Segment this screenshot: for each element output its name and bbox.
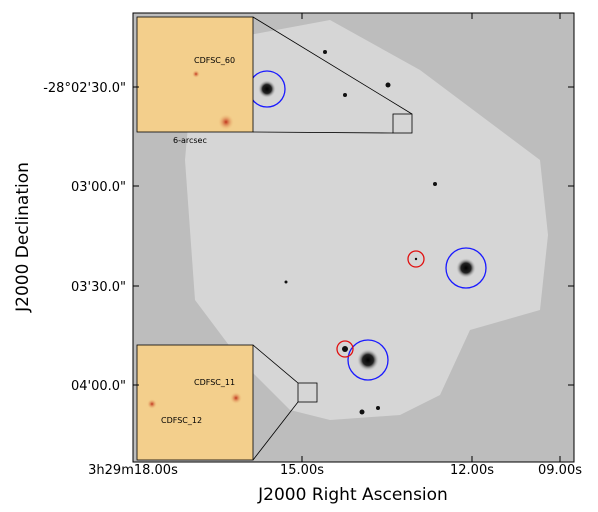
zoom-line xyxy=(252,401,299,461)
zoom-box xyxy=(392,113,413,134)
y-tick-label: 03'30.0" xyxy=(71,280,126,295)
blue-circle xyxy=(445,247,487,289)
star xyxy=(323,50,327,54)
zoom-box xyxy=(297,382,318,403)
star xyxy=(359,409,365,415)
source xyxy=(147,399,157,409)
x-tick-label: 12.00s xyxy=(450,463,494,478)
star xyxy=(433,182,437,186)
y-tick-label: -28°02'30.0" xyxy=(43,81,126,96)
star xyxy=(284,280,288,284)
star xyxy=(414,257,418,261)
zoom-lines xyxy=(252,16,413,461)
x-tick-label: 15.00s xyxy=(280,463,324,478)
y-tick-label: 04'00.0" xyxy=(71,379,126,394)
x-tick-label: 3h29m18.00s xyxy=(88,463,178,478)
zoom-line xyxy=(252,131,394,134)
x-tick-label: 09.00s xyxy=(538,463,582,478)
source xyxy=(192,70,200,78)
star xyxy=(456,258,476,278)
star xyxy=(385,82,391,88)
star xyxy=(258,80,276,98)
red-circle xyxy=(336,340,354,358)
zoom-line xyxy=(252,16,413,115)
survey-footprint xyxy=(185,20,548,420)
inset-top: CDFSC_60 6-arcsec xyxy=(136,16,254,145)
source xyxy=(230,392,242,404)
star xyxy=(376,406,380,410)
inset-bottom: CDFSC_11 CDFSC_12 xyxy=(136,344,254,461)
red-circle xyxy=(407,250,425,268)
star xyxy=(343,93,347,97)
x-axis-label: J2000 Right Ascension xyxy=(257,485,448,505)
star xyxy=(357,349,379,371)
blue-circle xyxy=(347,339,389,381)
source-label: CDFSC_12 xyxy=(161,416,202,425)
source-label: CDFSC_11 xyxy=(194,378,235,387)
source xyxy=(218,114,234,130)
source-label: CDFSC_60 xyxy=(194,56,235,65)
ticks xyxy=(132,13,574,462)
y-axis-label: J2000 Declination xyxy=(13,162,33,313)
axes-frame xyxy=(132,12,575,463)
y-tick-label: 03'00.0" xyxy=(71,180,126,195)
sources xyxy=(258,50,476,415)
scale-label: 6-arcsec xyxy=(173,136,207,145)
zoom-line xyxy=(252,344,299,384)
star xyxy=(342,346,348,352)
